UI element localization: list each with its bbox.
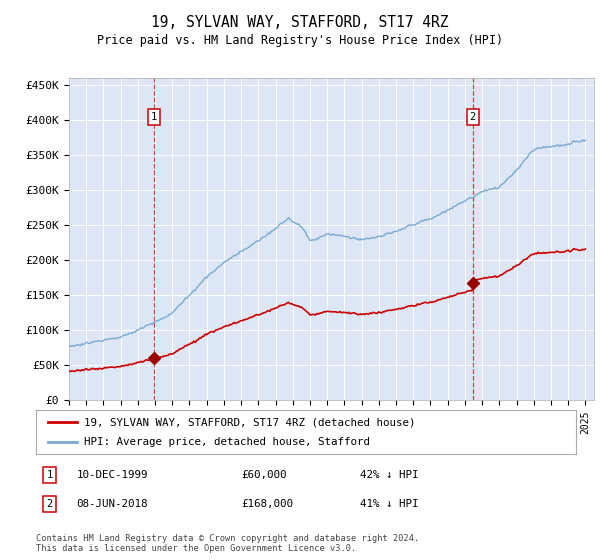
Text: 1: 1 xyxy=(46,470,53,480)
Text: Price paid vs. HM Land Registry's House Price Index (HPI): Price paid vs. HM Land Registry's House … xyxy=(97,34,503,46)
Text: 10-DEC-1999: 10-DEC-1999 xyxy=(77,470,148,480)
Text: £168,000: £168,000 xyxy=(241,500,293,509)
Text: 41% ↓ HPI: 41% ↓ HPI xyxy=(360,500,419,509)
Text: 08-JUN-2018: 08-JUN-2018 xyxy=(77,500,148,509)
Text: HPI: Average price, detached house, Stafford: HPI: Average price, detached house, Staf… xyxy=(83,437,370,447)
Text: 42% ↓ HPI: 42% ↓ HPI xyxy=(360,470,419,480)
Text: 1: 1 xyxy=(151,112,157,122)
Text: 2: 2 xyxy=(470,112,476,122)
Text: 19, SYLVAN WAY, STAFFORD, ST17 4RZ (detached house): 19, SYLVAN WAY, STAFFORD, ST17 4RZ (deta… xyxy=(83,417,415,427)
Text: 19, SYLVAN WAY, STAFFORD, ST17 4RZ: 19, SYLVAN WAY, STAFFORD, ST17 4RZ xyxy=(151,15,449,30)
Text: £60,000: £60,000 xyxy=(241,470,287,480)
Text: 2: 2 xyxy=(46,500,53,509)
Text: Contains HM Land Registry data © Crown copyright and database right 2024.
This d: Contains HM Land Registry data © Crown c… xyxy=(36,534,419,553)
